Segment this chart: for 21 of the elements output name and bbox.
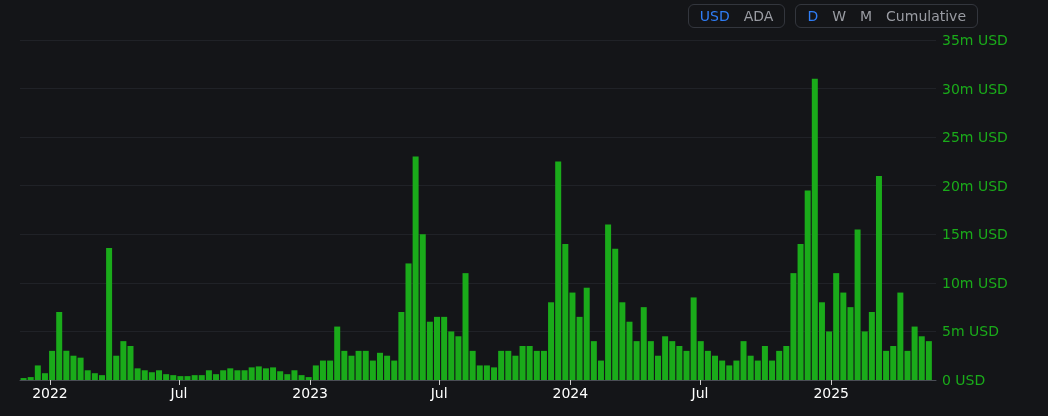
y-tick-label: 35m USD <box>942 32 1008 48</box>
x-tick-label: 2023 <box>292 385 328 401</box>
x-tick-label: Jul <box>429 385 448 401</box>
x-tick-label: 2024 <box>552 385 589 401</box>
y-tick-label: 10m USD <box>942 274 1008 291</box>
text: D <box>806 8 820 24</box>
y-tick-label: 0 USD <box>942 372 986 388</box>
text: W <box>831 8 847 24</box>
text: M <box>859 8 874 24</box>
y-tick-label: 15m USD <box>942 226 1008 243</box>
text: ADA <box>742 8 775 24</box>
x-tick-label: Jul <box>169 385 188 401</box>
y-tick-label: 25m USD <box>942 129 1008 146</box>
x-tick-label: 2025 <box>813 385 850 401</box>
y-tick-label: 20m USD <box>942 177 1008 194</box>
y-tick-label: 30m USD <box>942 80 1008 97</box>
y-tick-label: 5m USD <box>942 323 999 340</box>
text: Cumulative <box>885 8 967 24</box>
text: USD <box>698 8 731 24</box>
x-tick-label: Jul <box>690 385 709 401</box>
x-tick-label: 2022 <box>32 385 68 401</box>
